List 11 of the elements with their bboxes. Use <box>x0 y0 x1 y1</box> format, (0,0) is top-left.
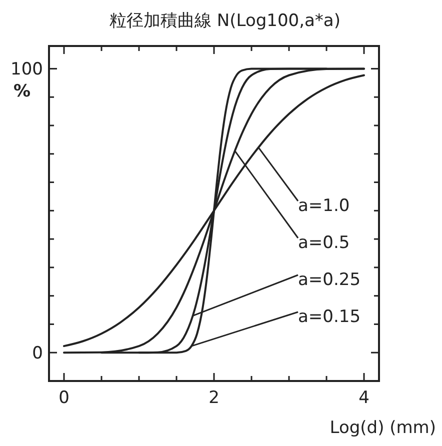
y-tick-label: 100 <box>10 60 43 80</box>
annotation: a=0.15 <box>298 306 361 327</box>
y-axis-title: % <box>13 82 31 102</box>
annotation: a=0.5 <box>298 232 350 253</box>
x-tick-label: 4 <box>358 388 370 408</box>
annotation: a=1.0 <box>298 196 350 216</box>
x-tick-label: 0 <box>58 388 70 408</box>
annotation: a=0.25 <box>298 270 361 290</box>
x-tick-label: 2 <box>208 388 220 408</box>
x-axis-title: Log(d) (mm) <box>330 418 436 438</box>
chart-title: 粒径加積曲線 N(Log100,a*a) <box>110 11 340 31</box>
